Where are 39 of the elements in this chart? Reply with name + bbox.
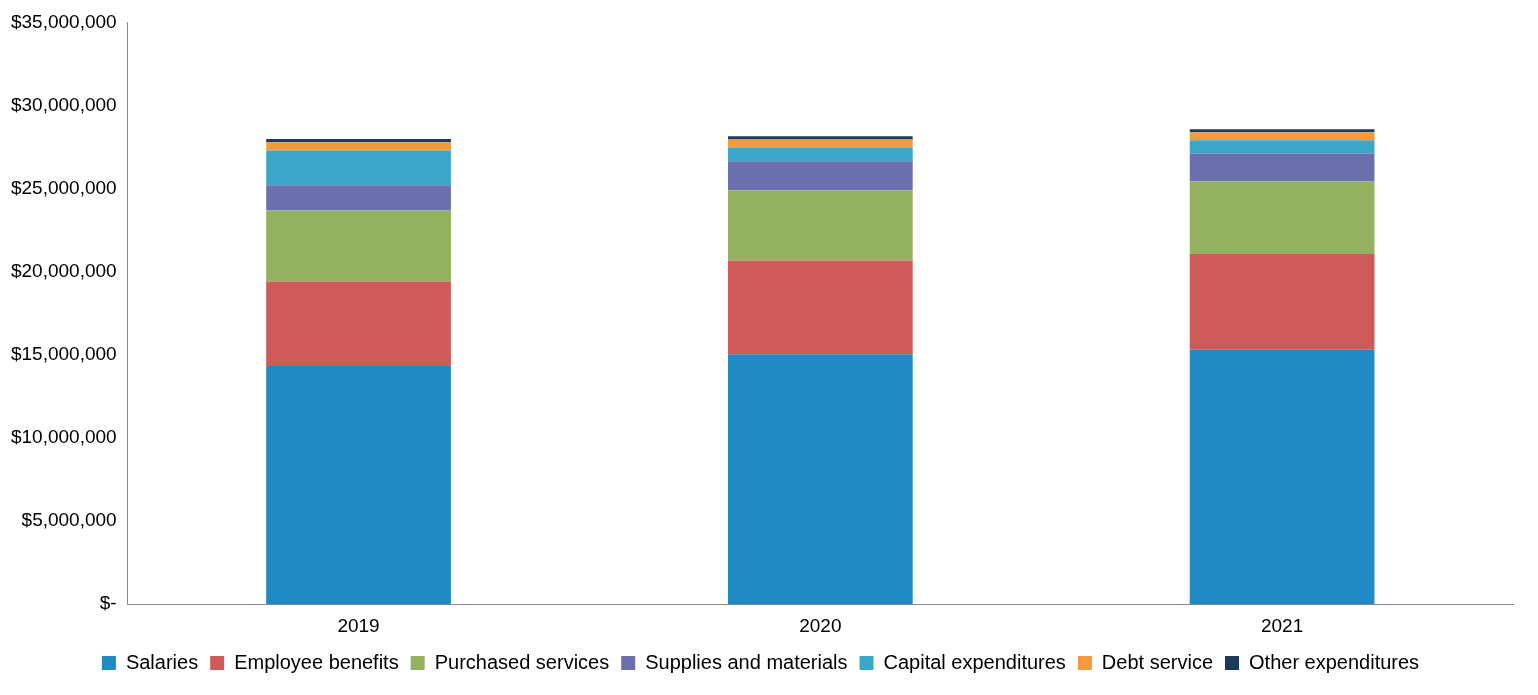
y-tick-label: $10,000,000 [10,426,117,448]
x-tick-label: 2021 [1260,614,1304,636]
x-tick-label: 2020 [799,614,842,636]
bar [1189,132,1375,141]
bar [727,139,913,148]
y-tick-label: $35,000,000 [10,10,117,32]
bar [266,365,451,605]
bar [727,147,913,162]
legend-label: Capital expenditures [883,650,1066,673]
legend-label: Supplies and materials [645,650,848,673]
bar [266,138,451,143]
y-tick-label: $20,000,000 [10,259,117,281]
legend-label: Purchased services [434,650,610,673]
bar [1189,129,1375,133]
bar [266,210,451,282]
y-tick-label: $- [99,592,117,614]
bar [727,136,913,140]
y-tick-label: $30,000,000 [10,93,117,115]
y-tick-label: $15,000,000 [10,343,117,365]
bar [1189,140,1375,154]
bar [727,190,913,261]
bar [727,354,913,605]
bar [1189,181,1375,255]
bar [266,185,451,211]
bar [1189,254,1375,350]
bar [266,281,451,366]
legend-label: Debt service [1101,650,1214,673]
bar [266,142,451,151]
bar [727,260,913,355]
bar [727,161,913,191]
legend-label: Other expenditures [1249,650,1420,673]
bar [1189,153,1375,182]
y-tick-label: $5,000,000 [21,509,117,531]
y-tick-label: $25,000,000 [10,176,117,198]
bar [266,150,451,186]
bar [1189,349,1375,605]
legend-label: Employee benefits [234,650,399,673]
x-tick-label: 2019 [337,614,380,636]
legend-label: Salaries [125,650,199,673]
